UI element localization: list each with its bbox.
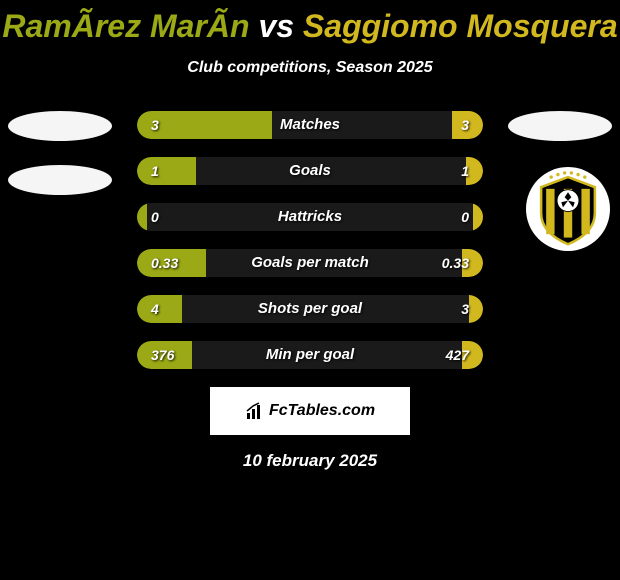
date-label: 10 february 2025 <box>0 451 620 471</box>
comparison-block: 33Matches 11Goals 00Hattricks 0.330.33Goals… <box>0 111 620 369</box>
fctables-watermark: FcTables.com <box>210 387 410 435</box>
stat-label: Goals per match <box>137 249 483 277</box>
stat-row: 33Matches <box>137 111 483 139</box>
stat-row: 376427Min per goal <box>137 341 483 369</box>
team-right-logo-placeholder <box>508 111 612 141</box>
stat-label: Hattricks <box>137 203 483 231</box>
stat-row: 11Goals <box>137 157 483 185</box>
shield-icon <box>526 167 610 251</box>
stat-row: 0.330.33Goals per match <box>137 249 483 277</box>
vs-separator: vs <box>258 8 294 44</box>
team-left-logo-placeholder <box>8 111 112 141</box>
player-left-name: RamÃ­rez MarÃ­n <box>2 8 249 44</box>
chart-icon <box>245 401 265 421</box>
stat-label: Shots per goal <box>137 295 483 323</box>
team-left-logo-placeholder-2 <box>8 165 112 195</box>
comparison-title: RamÃ­rez MarÃ­n vs Saggiomo Mosquera <box>0 0 620 45</box>
subtitle: Club competitions, Season 2025 <box>0 59 620 77</box>
fctables-text: FcTables.com <box>269 402 375 420</box>
stat-row: 43Shots per goal <box>137 295 483 323</box>
stat-label: Min per goal <box>137 341 483 369</box>
team-right-crest <box>526 167 610 251</box>
stat-label: Goals <box>137 157 483 185</box>
stat-label: Matches <box>137 111 483 139</box>
stat-row: 00Hattricks <box>137 203 483 231</box>
player-right-name: Saggiomo Mosquera <box>303 8 618 44</box>
